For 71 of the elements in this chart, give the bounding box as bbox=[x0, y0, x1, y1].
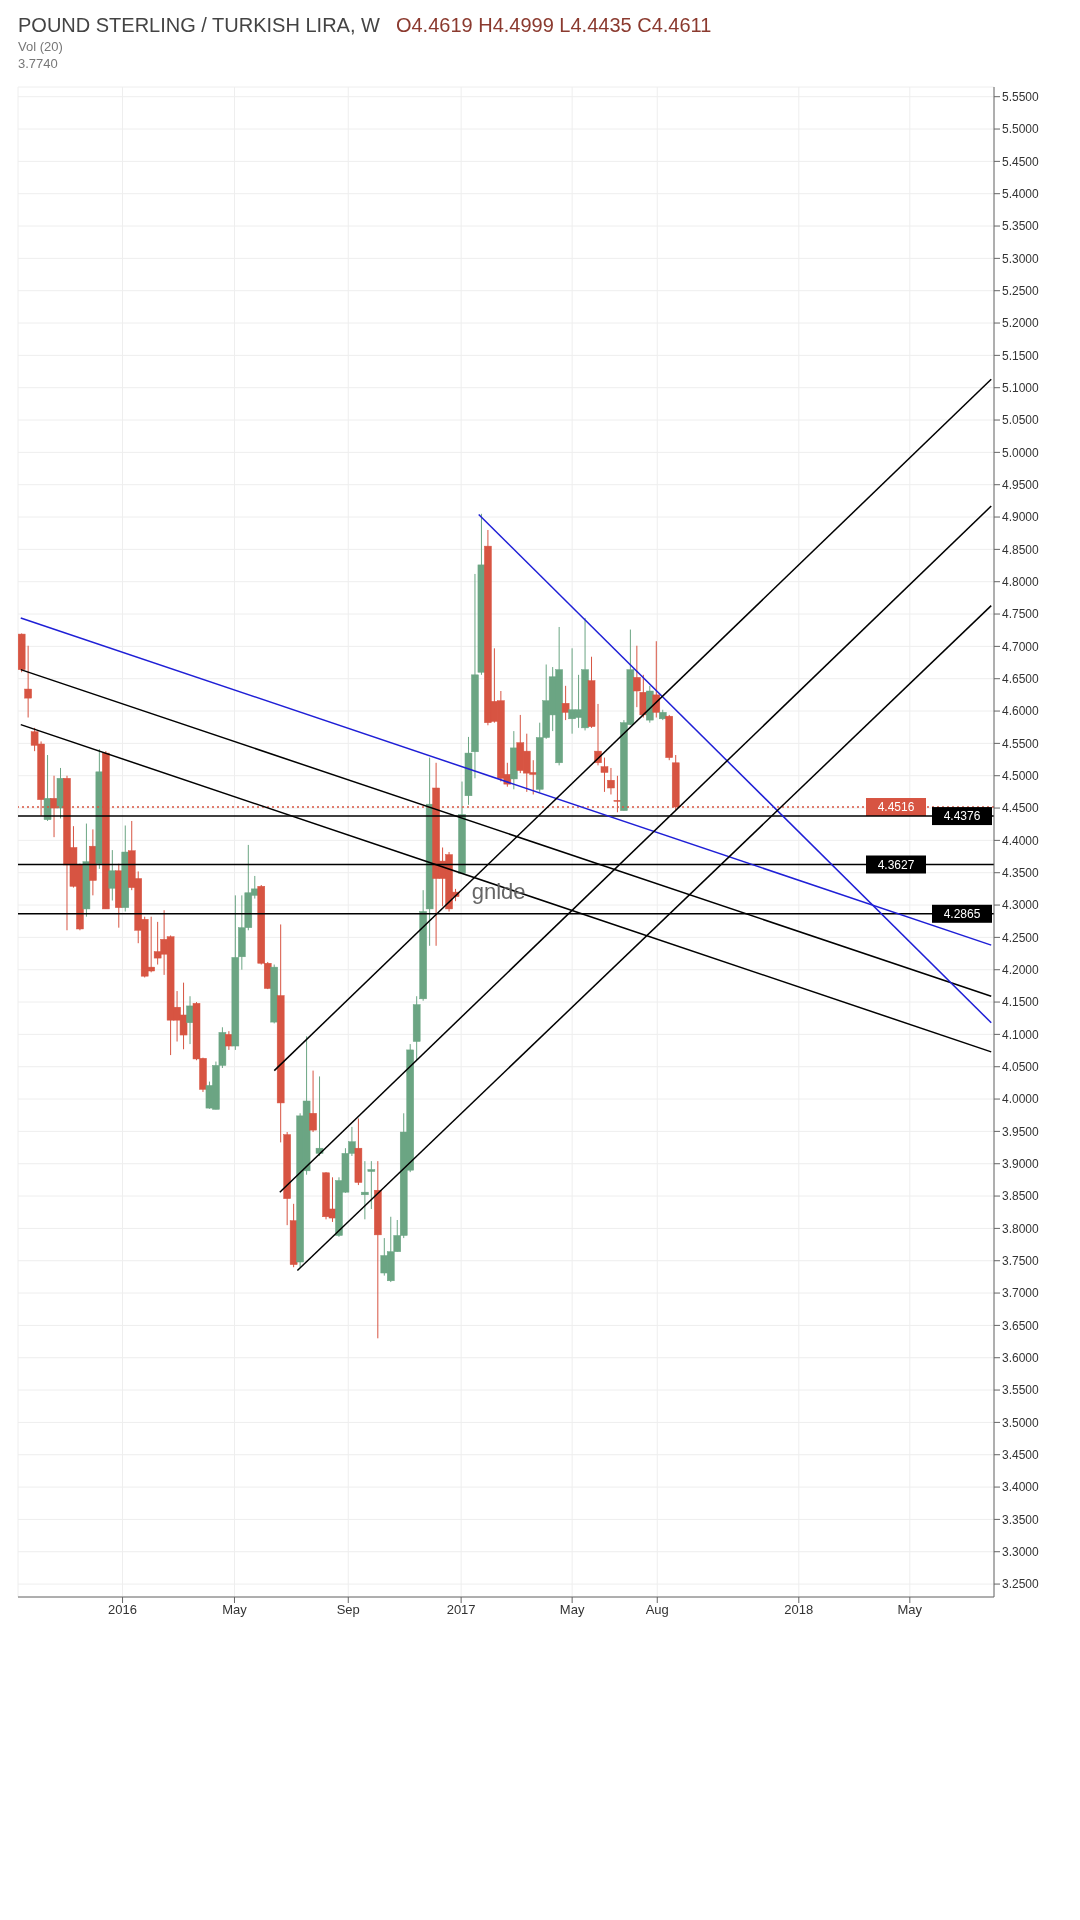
y-tick-label: 5.2500 bbox=[1002, 283, 1040, 298]
candlestick bbox=[652, 640, 661, 719]
y-tick-label: 4.0000 bbox=[1002, 1092, 1040, 1107]
text: Vol (20) bbox=[18, 39, 64, 54]
y-tick-label: 3.8500 bbox=[1002, 1189, 1040, 1204]
y-tick-label: 4.8000 bbox=[1002, 574, 1040, 589]
y-tick-label: 3.8000 bbox=[1002, 1221, 1040, 1236]
chart-subtitle: O4.4619 H4.4999 L4.4435 C4.4611 bbox=[395, 14, 712, 36]
x-tick-label: May bbox=[897, 1602, 923, 1618]
ref-line-label: 4.2865 bbox=[943, 906, 981, 921]
y-tick-label: 4.6000 bbox=[1002, 704, 1040, 719]
y-tick-label: 4.1500 bbox=[1002, 995, 1040, 1010]
y-tick-label: 3.7000 bbox=[1002, 1286, 1040, 1301]
y-tick-label: 5.5500 bbox=[1002, 89, 1040, 104]
y-tick-label: 4.6500 bbox=[1002, 671, 1040, 686]
y-tick-label: 4.2500 bbox=[1002, 930, 1040, 945]
y-tick-label: 3.7500 bbox=[1002, 1253, 1040, 1268]
y-tick-label: 4.4500 bbox=[1002, 801, 1040, 816]
candlestick bbox=[309, 1070, 317, 1133]
x-tick-label: 2017 bbox=[446, 1602, 476, 1618]
y-tick-label: 3.6500 bbox=[1002, 1318, 1040, 1333]
ref-line-label: 4.4516 bbox=[877, 800, 915, 815]
x-tick-label: Sep bbox=[336, 1602, 360, 1618]
y-tick-label: 4.3500 bbox=[1002, 865, 1040, 880]
x-tick-label: May bbox=[559, 1602, 585, 1618]
y-tick-label: 3.5500 bbox=[1002, 1383, 1040, 1398]
y-tick-label: 5.1500 bbox=[1002, 348, 1040, 363]
y-tick-label: 3.4000 bbox=[1002, 1480, 1040, 1495]
y-tick-label: 5.4000 bbox=[1002, 186, 1040, 201]
y-tick-label: 3.2500 bbox=[1002, 1577, 1040, 1592]
x-tick-label: 2018 bbox=[784, 1602, 814, 1618]
candlestick bbox=[108, 849, 117, 902]
y-tick-label: 4.7000 bbox=[1002, 639, 1040, 654]
x-tick-label: Aug bbox=[645, 1602, 669, 1618]
y-tick-label: 3.3500 bbox=[1002, 1512, 1040, 1527]
y-tick-label: 4.1000 bbox=[1002, 1027, 1040, 1042]
y-tick-label: 5.0500 bbox=[1002, 413, 1040, 428]
y-tick-label: 5.4500 bbox=[1002, 154, 1040, 169]
y-tick-label: 5.2000 bbox=[1002, 316, 1040, 331]
candlestick bbox=[561, 685, 570, 721]
y-tick-label: 4.2000 bbox=[1002, 962, 1040, 977]
x-tick-label: May bbox=[222, 1602, 248, 1618]
y-tick-label: 5.5000 bbox=[1002, 122, 1040, 137]
candlestick bbox=[315, 1075, 324, 1157]
candlestick bbox=[600, 757, 609, 793]
y-tick-label: 4.3000 bbox=[1002, 898, 1040, 913]
y-tick-label: 5.1000 bbox=[1002, 380, 1040, 395]
y-tick-label: 4.5000 bbox=[1002, 768, 1040, 783]
candlestick bbox=[43, 754, 52, 822]
text: 3.7740 bbox=[18, 56, 59, 71]
y-tick-label: 4.0500 bbox=[1002, 1059, 1040, 1074]
annotation: gnlde bbox=[471, 878, 526, 904]
y-tick-label: 3.3000 bbox=[1002, 1544, 1040, 1559]
y-tick-label: 3.5000 bbox=[1002, 1415, 1040, 1430]
y-tick-label: 4.7500 bbox=[1002, 607, 1040, 622]
y-tick-label: 3.9500 bbox=[1002, 1124, 1040, 1139]
y-tick-label: 3.4500 bbox=[1002, 1447, 1040, 1462]
ref-line-label: 4.4376 bbox=[943, 809, 981, 824]
y-tick-label: 4.4000 bbox=[1002, 833, 1040, 848]
y-tick-label: 4.9000 bbox=[1002, 510, 1040, 525]
y-tick-label: 3.9000 bbox=[1002, 1156, 1040, 1171]
chart-title: POUND STERLING / TURKISH LIRA, W bbox=[18, 14, 380, 36]
y-tick-label: 5.0000 bbox=[1002, 445, 1040, 460]
y-tick-label: 4.5500 bbox=[1002, 736, 1040, 751]
x-tick-label: 2016 bbox=[108, 1602, 137, 1618]
ref-line-label: 4.3627 bbox=[877, 857, 915, 872]
y-tick-label: 5.3000 bbox=[1002, 251, 1040, 266]
y-tick-label: 4.9500 bbox=[1002, 477, 1040, 492]
y-tick-label: 4.8500 bbox=[1002, 542, 1040, 557]
y-tick-label: 3.6000 bbox=[1002, 1350, 1040, 1365]
y-tick-label: 5.3500 bbox=[1002, 219, 1040, 234]
